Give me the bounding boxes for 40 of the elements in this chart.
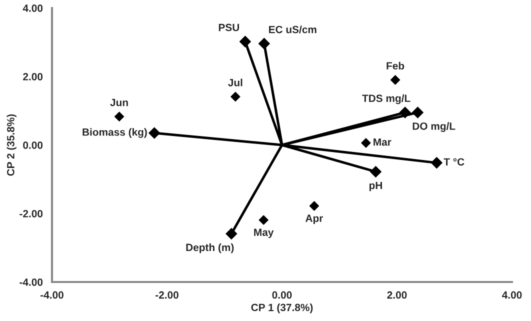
point (412, 106, 424, 118)
x-tick-label: 4.00 (502, 291, 522, 299)
x-tick-label: 0.00 (272, 291, 292, 299)
annotation: Jul (228, 78, 242, 86)
y-tick-label: 0.00 (23, 142, 43, 149)
point (240, 36, 251, 48)
point (230, 92, 240, 102)
point (361, 138, 371, 148)
point (309, 201, 320, 211)
y-tick-label: -4.00 (20, 278, 43, 286)
annotation: T °C (444, 158, 464, 166)
point (258, 38, 270, 50)
annotation: PSU (218, 24, 240, 32)
annotation: Mar (374, 138, 392, 146)
annotation: Biomass (kg) (82, 128, 147, 138)
point (431, 157, 442, 168)
point (148, 127, 160, 139)
annotation: TDS mg/L (362, 94, 410, 104)
annotation: Depth (m) (186, 243, 234, 254)
y-tick-label: -2.00 (20, 210, 43, 218)
x-axis-title: CP 1 (37.8%) (251, 304, 313, 314)
point (390, 75, 400, 85)
point (226, 228, 238, 240)
point (399, 106, 411, 118)
annotation: DO mg/L (412, 122, 456, 132)
x-tick-label: -4.00 (40, 291, 64, 299)
annotation: pH (369, 182, 382, 192)
y-axis-title: CP 2 (35.8%) (6, 114, 16, 176)
annotation: May (254, 228, 274, 238)
x-tick-label: -2.00 (156, 291, 178, 299)
annotation: Apr (305, 214, 324, 224)
annotation: Feb (386, 62, 404, 70)
point (258, 215, 268, 225)
annotation: Jun (110, 98, 128, 106)
point (370, 166, 382, 178)
y-tick-label: 4.00 (22, 4, 43, 12)
x-tick-label: 2.00 (387, 291, 407, 299)
y-tick-label: 2.00 (23, 73, 43, 80)
point (114, 112, 124, 122)
annotation: EC uS/cm (269, 26, 316, 34)
